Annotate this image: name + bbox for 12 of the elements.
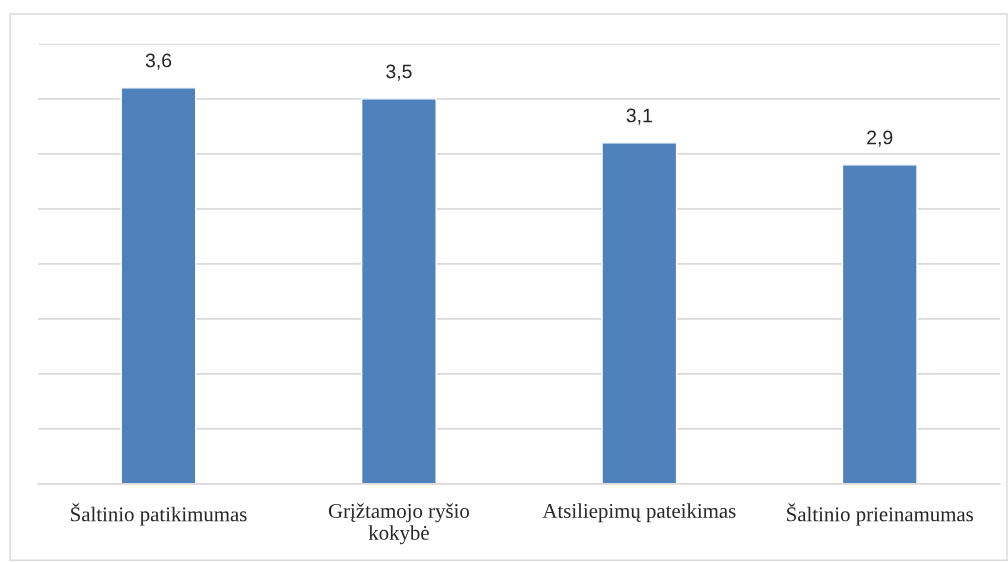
- data-label: 2,9: [867, 130, 893, 147]
- data-label: 3,5: [386, 64, 412, 81]
- bar: [841, 164, 918, 484]
- x-tick-label: Grįžtamojo ryšio kokybė: [328, 503, 469, 545]
- x-tick-label: Šaltinio patikimumas: [71, 503, 247, 526]
- data-label: 3,6: [145, 53, 172, 70]
- data-label: 3,1: [626, 108, 652, 125]
- x-tick-label: Atsiliepimų pateikimas: [542, 503, 736, 523]
- bar: [601, 142, 678, 484]
- bar: [360, 98, 437, 484]
- bar: [120, 87, 197, 484]
- x-tick-label: Šaltinio prieinamumas: [787, 503, 973, 526]
